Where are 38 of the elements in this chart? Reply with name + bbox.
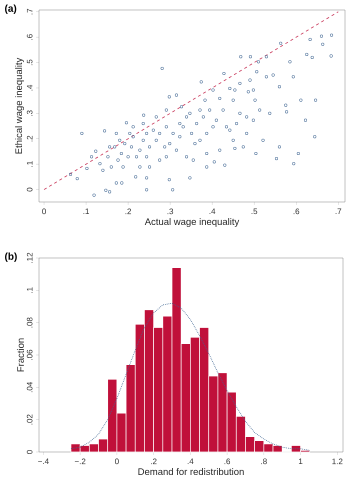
chart-title: (b) — [5, 252, 17, 262]
y-tick-label: .1 — [26, 161, 32, 167]
y-tick-label: .3 — [26, 110, 32, 116]
x-tick-label: −.4 — [38, 458, 49, 464]
y-tick-label: .12 — [26, 252, 32, 263]
x-tick-label: 0 — [42, 208, 46, 214]
y-tick-label: .5 — [26, 60, 32, 66]
x-tick-label: .4 — [188, 458, 194, 464]
x-tick-label: 1.2 — [332, 458, 342, 464]
x-tick-label: 0 — [114, 458, 119, 464]
y-tick-label: 0 — [26, 450, 32, 454]
y-axis-title: Ethical wage inequality — [15, 58, 24, 154]
x-axis-title: Actual wage inequality — [144, 218, 240, 227]
y-tick-label: .06 — [26, 350, 32, 360]
x-tick-label: 1 — [298, 458, 302, 464]
y-tick-label: .08 — [26, 317, 32, 328]
y-tick-label: .02 — [26, 414, 32, 424]
x-tick-label: −.2 — [74, 458, 86, 464]
x-tick-label: .2 — [151, 458, 157, 464]
y-tick-label: .6 — [26, 34, 32, 40]
y-tick-label: .04 — [26, 382, 32, 392]
x-tick-label: .5 — [252, 208, 258, 214]
x-tick-label: .4 — [210, 208, 216, 214]
x-tick-label: .6 — [294, 208, 300, 214]
chart-title: (a) — [5, 4, 16, 14]
y-tick-label: .7 — [26, 8, 32, 14]
x-tick-label: .7 — [336, 208, 342, 214]
y-tick-label: .4 — [26, 84, 32, 91]
x-tick-label: .2 — [126, 208, 132, 214]
x-tick-label: .6 — [224, 458, 230, 464]
x-tick-label: .1 — [83, 208, 90, 214]
y-tick-label: .1 — [26, 287, 32, 293]
y-tick-label: 0 — [26, 188, 32, 192]
y-axis-title: Fraction — [16, 338, 24, 372]
x-tick-label: .8 — [261, 458, 267, 464]
x-tick-label: .3 — [168, 208, 174, 214]
x-axis-title: Demand for redistribution — [138, 468, 244, 476]
y-tick-label: .2 — [26, 136, 32, 142]
